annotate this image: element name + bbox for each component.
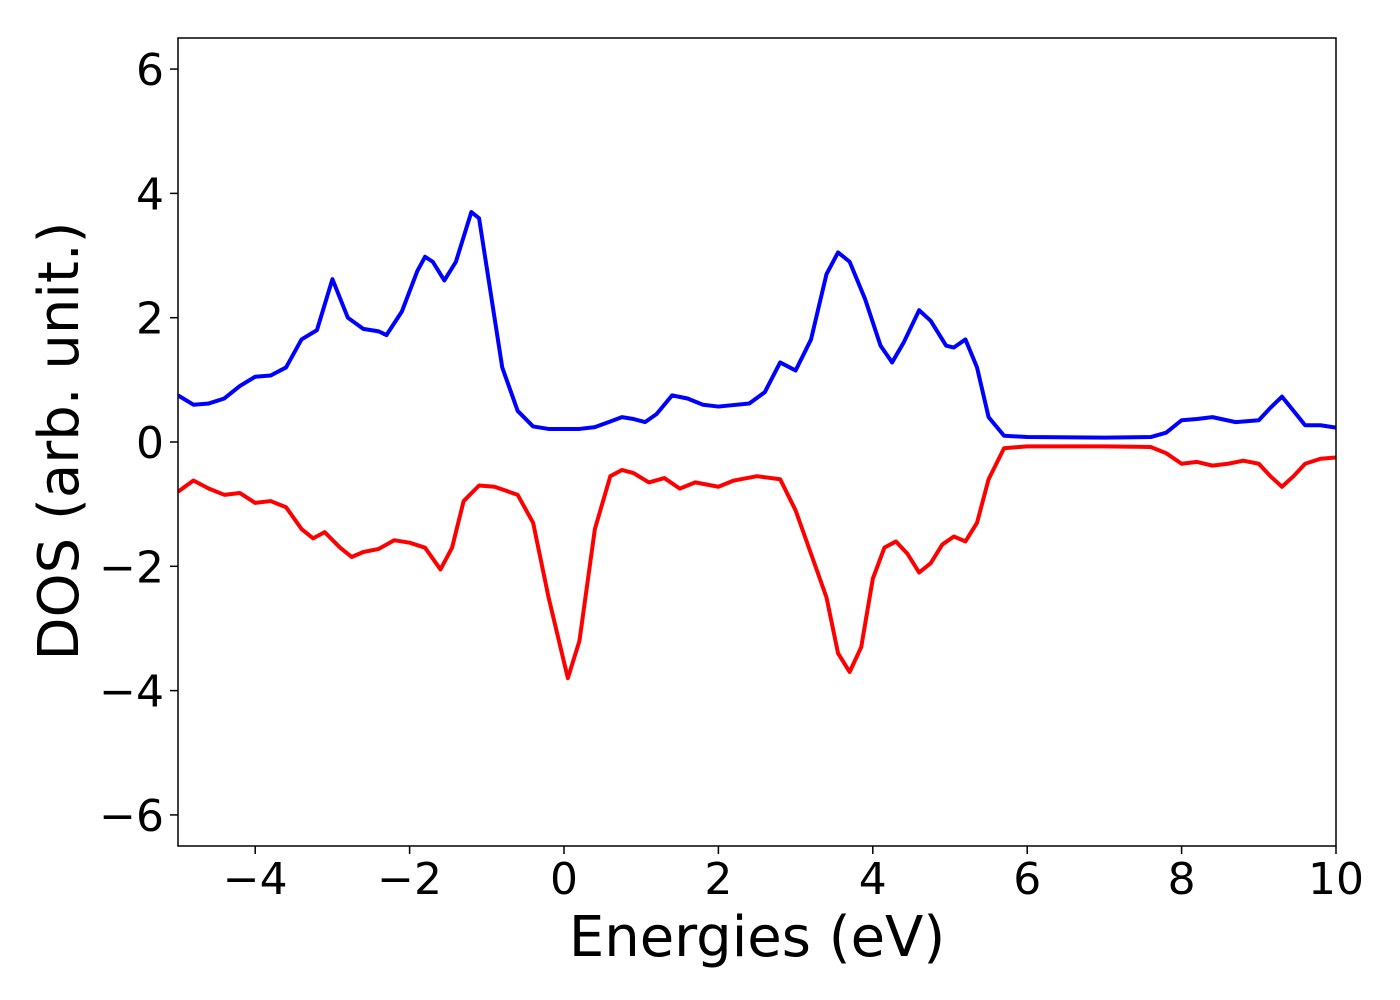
- x-tick-label: 2: [704, 854, 732, 905]
- y-tick-label: 4: [136, 169, 164, 220]
- x-tick-label: −2: [377, 854, 442, 905]
- y-axis-label: DOS (arb. unit.): [27, 221, 92, 660]
- x-tick-label: 4: [859, 854, 887, 905]
- x-tick-label: 6: [1013, 854, 1041, 905]
- line-series: [178, 444, 1336, 681]
- y-tick-label: 6: [136, 45, 164, 96]
- y-tick-label: −6: [99, 791, 164, 842]
- x-tick-label: 0: [550, 854, 578, 905]
- x-tick-label: 8: [1168, 854, 1196, 905]
- y-tick-label: −4: [99, 667, 164, 718]
- y-tick-label: 2: [136, 294, 164, 345]
- plot-frame: [177, 37, 1337, 847]
- x-axis-label: Energies (eV): [569, 905, 945, 970]
- line-series: [178, 210, 1336, 440]
- x-tick-label: 10: [1308, 854, 1364, 905]
- y-tick-label: −2: [99, 542, 164, 593]
- y-tick-label: 0: [136, 418, 164, 469]
- x-tick-label: −4: [223, 854, 288, 905]
